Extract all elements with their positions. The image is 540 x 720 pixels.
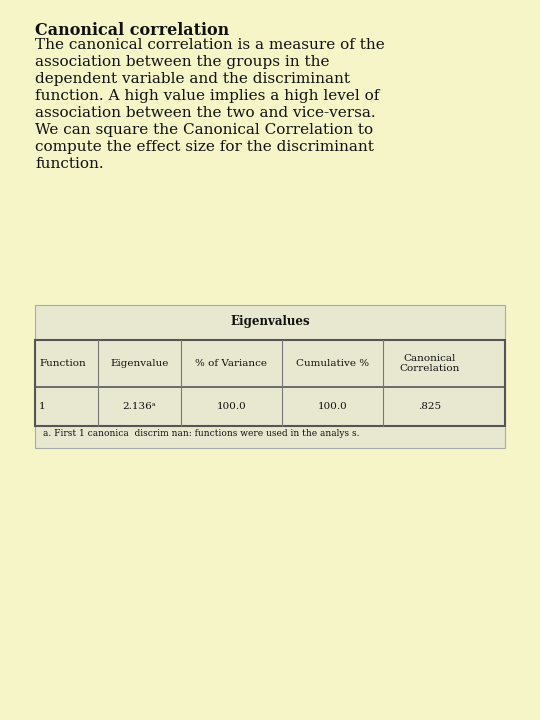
Text: .825: .825 — [418, 402, 441, 411]
Text: Canonical correlation: Canonical correlation — [35, 22, 230, 39]
Text: The canonical correlation is a measure of the: The canonical correlation is a measure o… — [35, 38, 384, 52]
Text: Eigenvalue: Eigenvalue — [110, 359, 169, 368]
Text: function. A high value implies a high level of: function. A high value implies a high le… — [35, 89, 380, 103]
Text: Canonical
Correlation: Canonical Correlation — [400, 354, 460, 374]
Text: 100.0: 100.0 — [217, 402, 246, 411]
Text: We can square the Canonical Correlation to: We can square the Canonical Correlation … — [35, 123, 373, 138]
Text: 1: 1 — [39, 402, 45, 411]
Text: association between the two and vice-versa.: association between the two and vice-ver… — [35, 107, 376, 120]
Text: 2.136ᵃ: 2.136ᵃ — [123, 402, 157, 411]
Text: Cumulative %: Cumulative % — [296, 359, 369, 368]
Bar — [35, 305, 505, 448]
Bar — [35, 340, 505, 426]
Text: Eigenvalues: Eigenvalues — [230, 315, 310, 328]
Text: 100.0: 100.0 — [318, 402, 347, 411]
Text: % of Variance: % of Variance — [195, 359, 267, 368]
Text: function.: function. — [35, 158, 104, 171]
Text: a. First 1 canonica  discrim nan: functions were used in the analys s.: a. First 1 canonica discrim nan: functio… — [43, 429, 360, 438]
Text: Function: Function — [39, 359, 86, 368]
Text: association between the groups in the: association between the groups in the — [35, 55, 329, 69]
Text: dependent variable and the discriminant: dependent variable and the discriminant — [35, 72, 350, 86]
Text: compute the effect size for the discriminant: compute the effect size for the discrimi… — [35, 140, 374, 154]
